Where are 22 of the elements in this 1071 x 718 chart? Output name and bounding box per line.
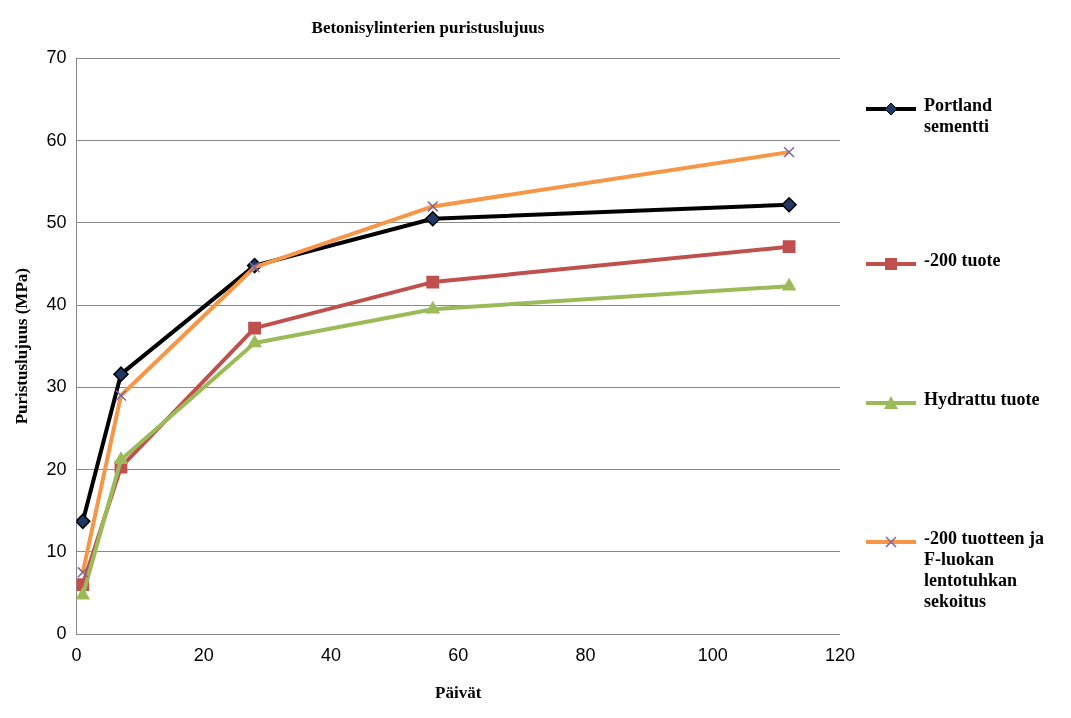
x-tick-label: 40 [320,644,341,665]
x-tick-label: 60 [448,644,469,665]
legend-label: -200 tuotteen ja F-luokan lentotuhkan sekoitus [924,527,1045,612]
y-tick-label: 70 [46,47,67,68]
x-tick-label: 0 [71,644,82,665]
x-tick-label: 20 [193,644,214,665]
legend-label: Hydrattu tuote [924,388,1041,410]
y-axis-title: Puristuslujuus (MPa) [11,268,31,425]
y-tick-label: 50 [46,211,67,232]
legend-label: -200 tuote [924,249,1002,271]
x-tick-label: 120 [824,644,856,665]
chart-title: Betonisylinterien puristuslujuus [311,17,545,37]
y-tick-label: 10 [46,540,67,561]
y-tick-label: 0 [56,622,67,643]
y-tick-label: 20 [46,458,67,479]
legend-label: Portland sementti [924,94,993,137]
y-tick-label: 60 [46,129,67,150]
x-tick-label: 80 [575,644,596,665]
y-tick-label: 30 [46,376,67,397]
x-tick-label: 100 [697,644,728,665]
x-axis-title: Päivät [435,683,482,703]
y-tick-label: 40 [46,294,67,315]
